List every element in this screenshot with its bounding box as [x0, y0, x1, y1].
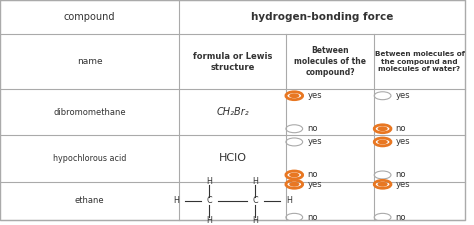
Text: hydrogen-bonding force: hydrogen-bonding force: [251, 12, 393, 22]
Text: yes: yes: [307, 91, 322, 100]
Text: yes: yes: [396, 180, 410, 189]
Text: yes: yes: [396, 91, 410, 100]
Text: compound: compound: [64, 12, 115, 22]
Text: name: name: [77, 57, 102, 66]
Text: C: C: [253, 196, 258, 205]
Text: CH₂Br₂: CH₂Br₂: [216, 107, 249, 117]
Circle shape: [377, 140, 388, 144]
Text: H: H: [286, 196, 292, 205]
Text: ethane: ethane: [75, 196, 104, 205]
Circle shape: [289, 173, 300, 177]
Text: Between
molecules of the
compound?: Between molecules of the compound?: [294, 46, 366, 77]
Text: hypochlorous acid: hypochlorous acid: [53, 154, 126, 163]
Text: no: no: [396, 213, 406, 222]
Circle shape: [377, 126, 388, 131]
Text: no: no: [307, 171, 318, 180]
Text: C: C: [207, 196, 212, 205]
Text: yes: yes: [396, 137, 410, 146]
Text: formula or Lewis
structure: formula or Lewis structure: [193, 52, 272, 72]
Text: H: H: [253, 216, 258, 225]
Text: dibromomethane: dibromomethane: [53, 108, 126, 117]
Text: HClO: HClO: [219, 153, 246, 163]
Circle shape: [289, 182, 300, 187]
Text: H: H: [253, 176, 258, 185]
Text: Between molecules of
the compound and
molecules of water?: Between molecules of the compound and mo…: [374, 51, 465, 72]
Text: no: no: [396, 124, 406, 133]
Text: no: no: [396, 171, 406, 180]
Circle shape: [377, 182, 388, 187]
Text: yes: yes: [307, 180, 322, 189]
Circle shape: [289, 93, 300, 98]
Text: yes: yes: [307, 137, 322, 146]
Text: no: no: [307, 124, 318, 133]
Text: H: H: [207, 176, 212, 185]
Text: H: H: [207, 216, 212, 225]
Text: no: no: [307, 213, 318, 222]
Text: H: H: [173, 196, 179, 205]
